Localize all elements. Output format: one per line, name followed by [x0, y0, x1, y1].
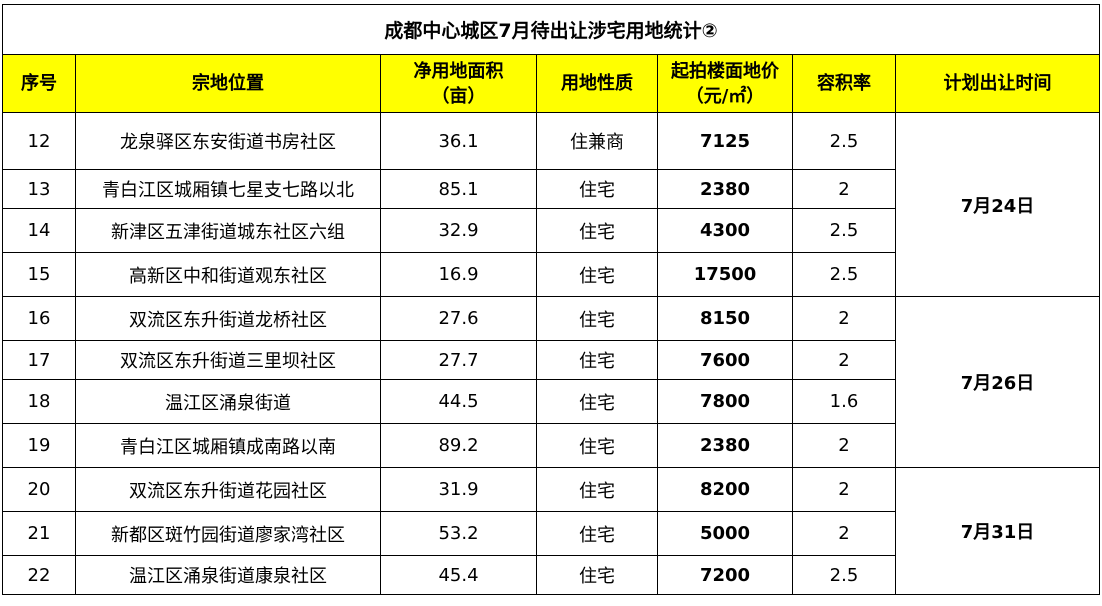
- table-row: 21 新都区斑竹园街道廖家湾社区 53.2 住宅 5000 2: [2, 511, 1100, 556]
- usage-cell[interactable]: 住宅: [536, 340, 658, 380]
- table-title[interactable]: 成都中心城区7月待出让涉宅用地统计②: [1, 4, 1101, 55]
- header-time[interactable]: 计划出让时间: [894, 54, 1101, 113]
- usage-cell[interactable]: 住宅: [536, 208, 658, 253]
- table-row: 12 龙泉驿区东安街道书房社区 36.1 住兼商 7125 2.5 7月24日: [2, 112, 1101, 297]
- usage-cell[interactable]: 住宅: [536, 252, 658, 297]
- header-price[interactable]: 起拍楼面地价 （元/㎡）: [657, 54, 793, 113]
- far-cell[interactable]: 2.5: [792, 252, 896, 297]
- table-row: 22 温江区涌泉街道康泉社区 45.4 住宅 7200 2.5: [2, 555, 1100, 595]
- far-cell[interactable]: 2.5: [792, 112, 896, 170]
- area-cell[interactable]: 53.2: [380, 511, 537, 556]
- location-cell[interactable]: 高新区中和街道观东社区: [75, 252, 381, 297]
- price-cell[interactable]: 17500: [657, 252, 793, 297]
- area-cell[interactable]: 16.9: [380, 252, 537, 297]
- location-cell[interactable]: 温江区涌泉街道康泉社区: [75, 555, 381, 595]
- header-area[interactable]: 净用地面积 （亩）: [380, 54, 537, 113]
- location-cell[interactable]: 温江区涌泉街道: [75, 379, 381, 424]
- table-row: 14 新津区五津街道城东社区六组 32.9 住宅 4300 2.5: [2, 208, 1100, 253]
- usage-cell[interactable]: 住兼商: [536, 112, 658, 170]
- date-cell[interactable]: 7月31日: [894, 467, 1101, 595]
- far-cell[interactable]: 2: [792, 340, 896, 380]
- price-cell[interactable]: 7200: [657, 555, 793, 595]
- area-cell[interactable]: 45.4: [380, 555, 537, 595]
- seq-cell[interactable]: 15: [2, 252, 76, 297]
- location-cell[interactable]: 青白江区城厢镇成南路以南: [75, 423, 381, 468]
- price-cell[interactable]: 7600: [657, 340, 793, 380]
- seq-cell[interactable]: 14: [2, 208, 76, 253]
- far-cell[interactable]: 2: [792, 423, 896, 468]
- price-cell[interactable]: 2380: [657, 423, 793, 468]
- header-usage[interactable]: 用地性质: [536, 54, 658, 113]
- seq-cell[interactable]: 13: [2, 169, 76, 209]
- area-cell[interactable]: 27.6: [380, 296, 537, 341]
- land-supply-table: 成都中心城区7月待出让涉宅用地统计② 序号 宗地位置 净用地面积 （亩） 用地性…: [1, 4, 1101, 595]
- seq-cell[interactable]: 18: [2, 379, 76, 424]
- area-cell[interactable]: 36.1: [380, 112, 537, 170]
- seq-cell[interactable]: 16: [2, 296, 76, 341]
- location-cell[interactable]: 青白江区城厢镇七星支七路以北: [75, 169, 381, 209]
- header-price-label: 起拍楼面地价: [671, 60, 779, 82]
- area-cell[interactable]: 44.5: [380, 379, 537, 424]
- price-cell[interactable]: 4300: [657, 208, 793, 253]
- location-cell[interactable]: 新都区斑竹园街道廖家湾社区: [75, 511, 381, 556]
- usage-cell[interactable]: 住宅: [536, 296, 658, 341]
- location-cell[interactable]: 新津区五津街道城东社区六组: [75, 208, 381, 253]
- table-row: 20 双流区东升街道花园社区 31.9 住宅 8200 2 7月31日: [2, 467, 1101, 595]
- header-seq[interactable]: 序号: [2, 54, 76, 113]
- usage-cell[interactable]: 住宅: [536, 379, 658, 424]
- far-cell[interactable]: 2: [792, 511, 896, 556]
- location-cell[interactable]: 双流区东升街道龙桥社区: [75, 296, 381, 341]
- price-cell[interactable]: 5000: [657, 511, 793, 556]
- date-cell[interactable]: 7月24日: [894, 112, 1101, 297]
- area-cell[interactable]: 89.2: [380, 423, 537, 468]
- seq-cell[interactable]: 12: [2, 112, 76, 170]
- price-cell[interactable]: 7800: [657, 379, 793, 424]
- far-cell[interactable]: 2.5: [792, 208, 896, 253]
- far-cell[interactable]: 2.5: [792, 555, 896, 595]
- header-row: 序号 宗地位置 净用地面积 （亩） 用地性质 起拍楼面地价 （元/㎡） 容积率 …: [2, 54, 1101, 113]
- seq-cell[interactable]: 22: [2, 555, 76, 595]
- date-cell[interactable]: 7月26日: [894, 296, 1101, 468]
- area-cell[interactable]: 32.9: [380, 208, 537, 253]
- usage-cell[interactable]: 住宅: [536, 169, 658, 209]
- usage-cell[interactable]: 住宅: [536, 511, 658, 556]
- seq-cell[interactable]: 20: [2, 467, 76, 512]
- far-cell[interactable]: 2: [792, 467, 896, 512]
- location-cell[interactable]: 龙泉驿区东安街道书房社区: [75, 112, 381, 170]
- seq-cell[interactable]: 21: [2, 511, 76, 556]
- usage-cell[interactable]: 住宅: [536, 555, 658, 595]
- table-row: 18 温江区涌泉街道 44.5 住宅 7800 1.6: [2, 379, 1100, 424]
- usage-cell[interactable]: 住宅: [536, 467, 658, 512]
- table-row: 16 双流区东升街道龙桥社区 27.6 住宅 8150 2 7月26日: [2, 296, 1101, 468]
- price-cell[interactable]: 8150: [657, 296, 793, 341]
- far-cell[interactable]: 2: [792, 296, 896, 341]
- far-cell[interactable]: 2: [792, 169, 896, 209]
- header-far[interactable]: 容积率: [792, 54, 896, 113]
- header-area-label: 净用地面积: [413, 60, 504, 82]
- usage-cell[interactable]: 住宅: [536, 423, 658, 468]
- price-cell[interactable]: 2380: [657, 169, 793, 209]
- seq-cell[interactable]: 19: [2, 423, 76, 468]
- header-location[interactable]: 宗地位置: [75, 54, 381, 113]
- table-row: 13 青白江区城厢镇七星支七路以北 85.1 住宅 2380 2: [2, 169, 1100, 209]
- far-cell[interactable]: 1.6: [792, 379, 896, 424]
- location-cell[interactable]: 双流区东升街道花园社区: [75, 467, 381, 512]
- area-cell[interactable]: 85.1: [380, 169, 537, 209]
- area-cell[interactable]: 31.9: [380, 467, 537, 512]
- area-cell[interactable]: 27.7: [380, 340, 537, 380]
- seq-cell[interactable]: 17: [2, 340, 76, 380]
- price-cell[interactable]: 8200: [657, 467, 793, 512]
- location-cell[interactable]: 双流区东升街道三里坝社区: [75, 340, 381, 380]
- header-area-unit: （亩）: [431, 85, 486, 107]
- price-cell[interactable]: 7125: [657, 112, 793, 170]
- header-price-unit: （元/㎡）: [685, 85, 765, 107]
- table-row: 19 青白江区城厢镇成南路以南 89.2 住宅 2380 2: [2, 423, 1100, 468]
